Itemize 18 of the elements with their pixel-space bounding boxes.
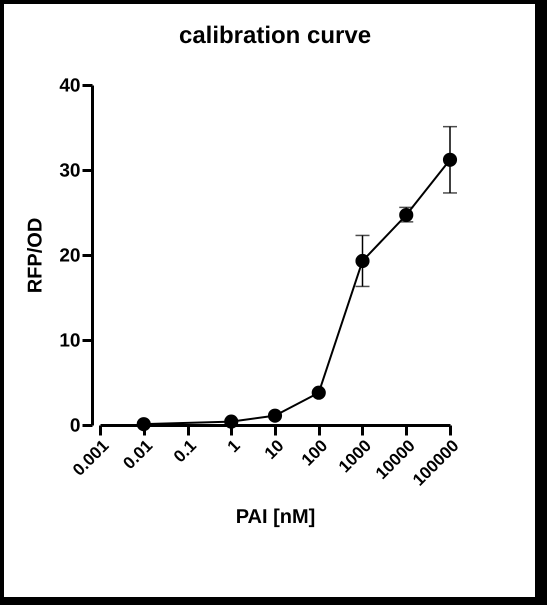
point — [355, 254, 370, 268]
y-axis-title: RFP/OD — [24, 218, 46, 294]
x-axis-title: PAI [nM] — [236, 506, 316, 528]
y-tick-label: 10 — [59, 330, 80, 352]
point — [442, 152, 458, 167]
x-tick-label: 1 — [224, 436, 244, 456]
chart-title: calibration curve — [178, 22, 372, 49]
point — [268, 408, 282, 423]
point — [312, 386, 326, 400]
y-tick-label: 40 — [59, 76, 80, 96]
x-tick-label: 0.01 — [119, 436, 156, 473]
y-tick-label: 30 — [59, 160, 80, 182]
y-tick-label: 20 — [59, 246, 80, 266]
x-tick-label: 0.1 — [170, 436, 200, 466]
x-tick-label: 100 — [298, 436, 332, 470]
y-tick-label: 0 — [70, 416, 80, 436]
point — [224, 414, 238, 429]
x-tick-label: 10 — [260, 436, 288, 463]
